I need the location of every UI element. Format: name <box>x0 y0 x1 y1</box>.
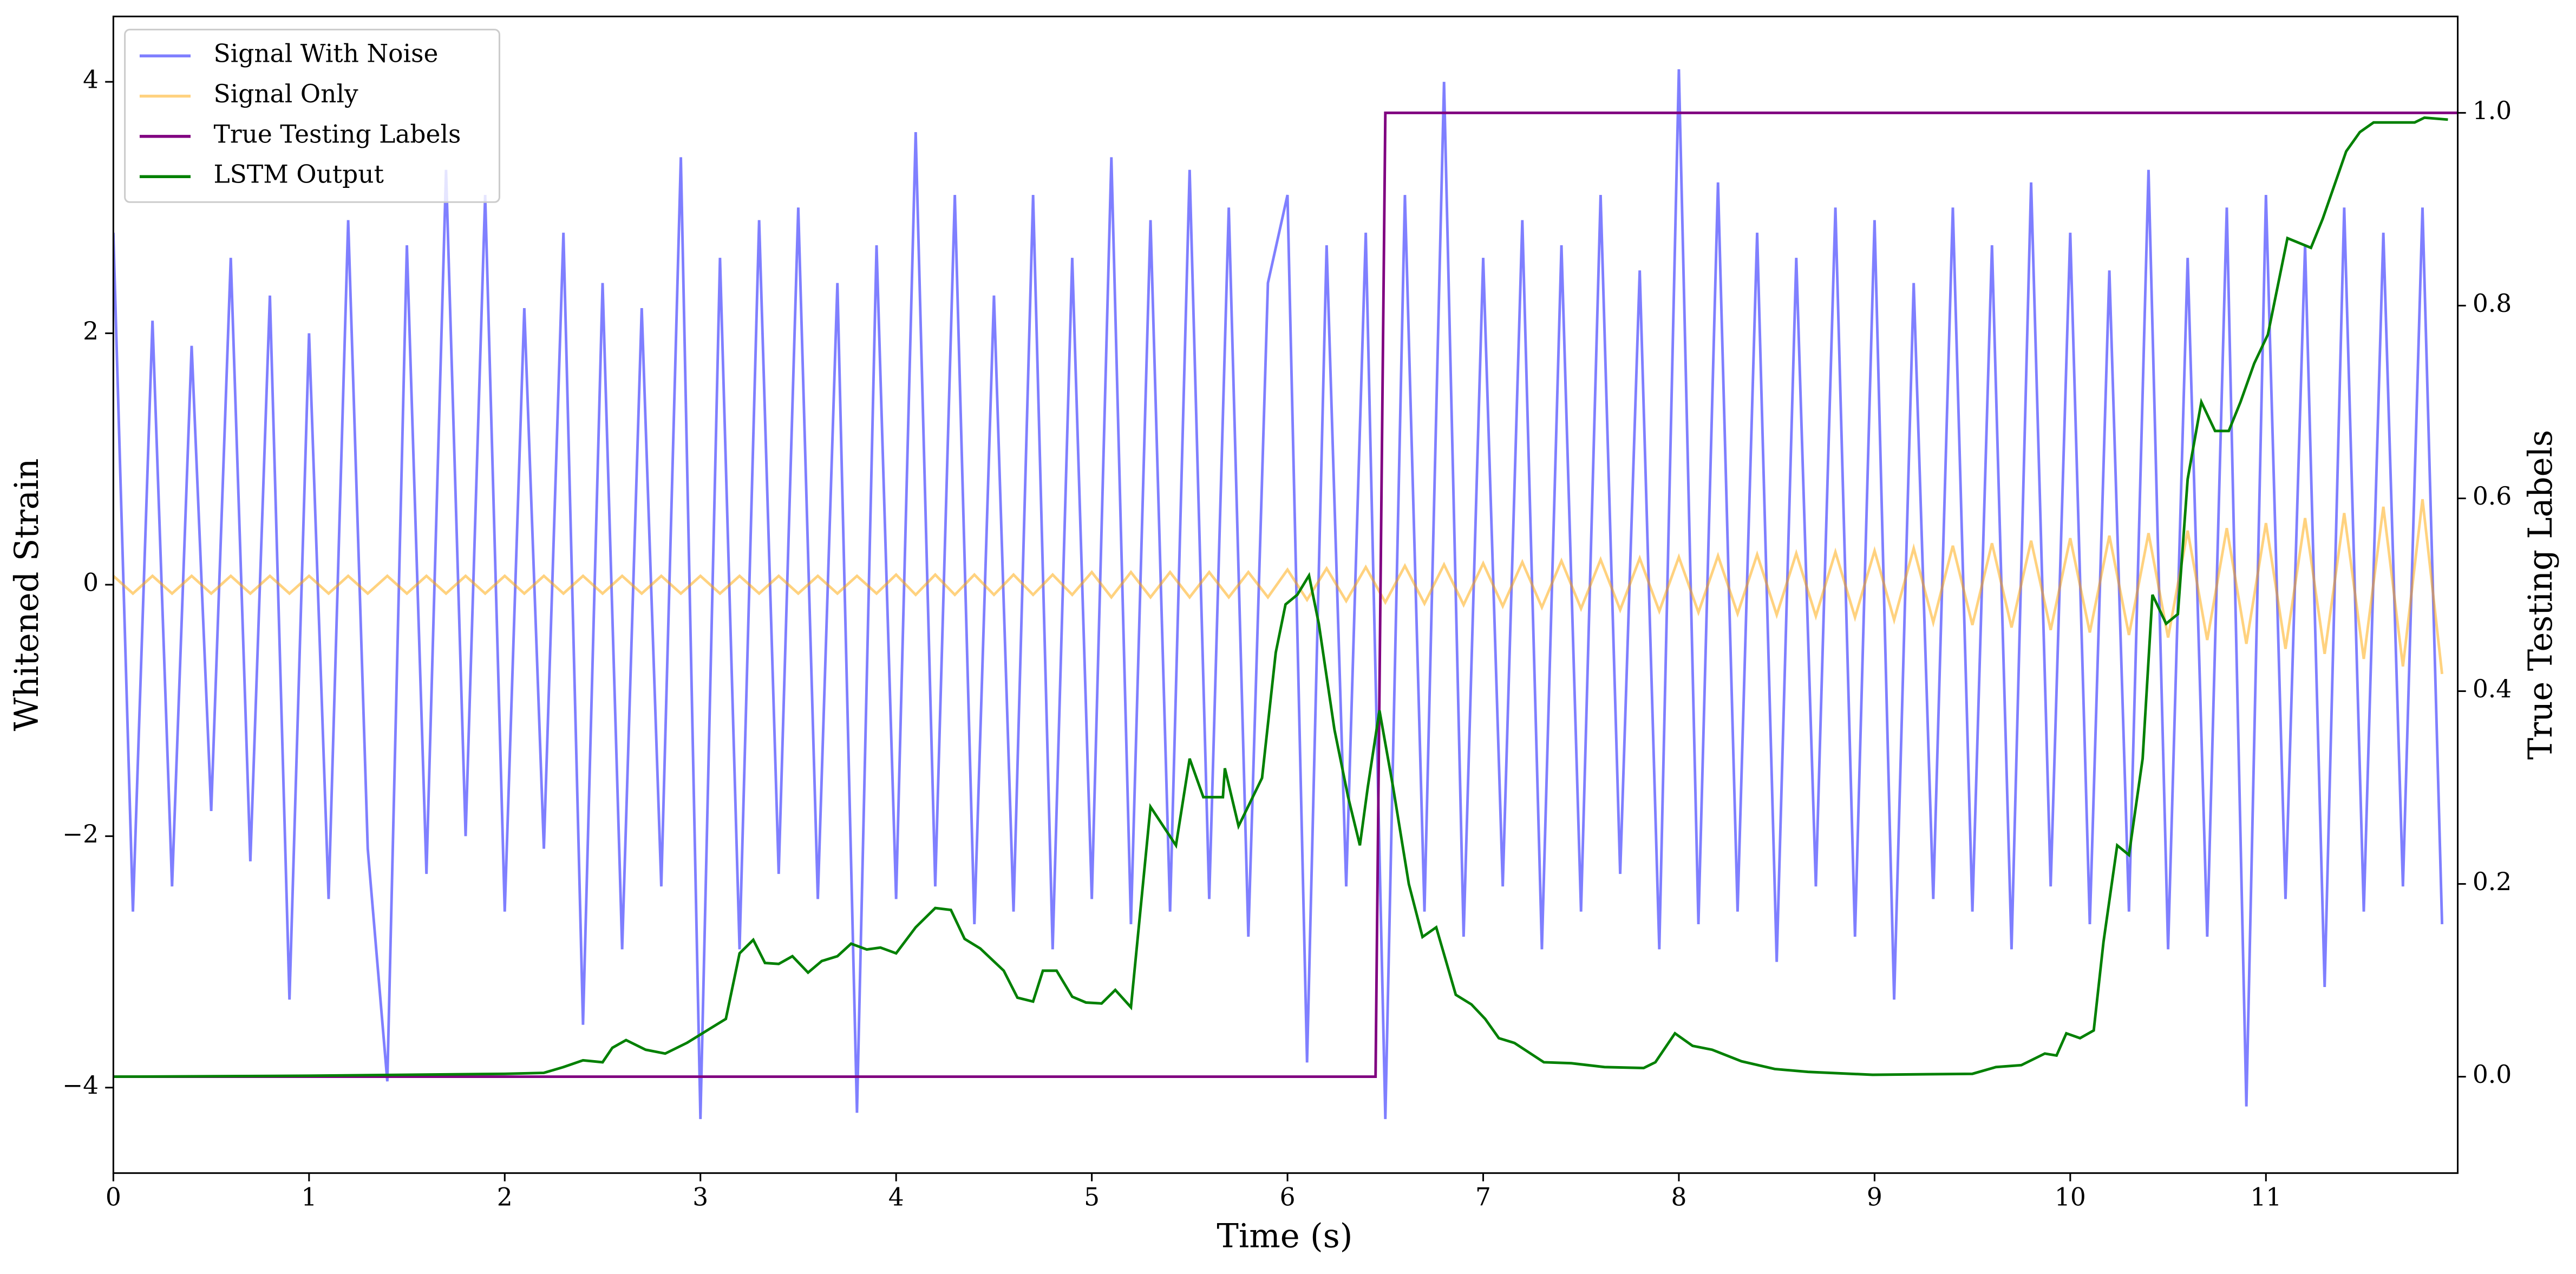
legend-label: Signal Only <box>213 80 358 108</box>
legend-label: Signal With Noise <box>213 40 438 68</box>
legend-box <box>124 29 500 203</box>
x-tick-label: 4 <box>888 1183 904 1212</box>
x-axis-label: Time (s) <box>1217 1218 1352 1256</box>
x-tick-label: 6 <box>1280 1183 1296 1212</box>
series-line <box>113 499 2444 675</box>
y-tick-label: −4 <box>62 1071 99 1100</box>
series-line <box>113 69 2444 1119</box>
plot-frame <box>112 15 2459 1174</box>
x-tick-label: 0 <box>106 1183 121 1212</box>
x-tick-label: 2 <box>497 1183 513 1212</box>
x-tick-label: 7 <box>1475 1183 1491 1212</box>
y2-tick-label: 0.6 <box>2473 482 2512 511</box>
x-tick-label: 5 <box>1084 1183 1100 1212</box>
y2-tick-label: 0.2 <box>2473 867 2512 896</box>
y2-tick-label: 1.0 <box>2473 96 2512 125</box>
x-tick-label: 9 <box>1867 1183 1882 1212</box>
x-tick-label: 10 <box>2055 1183 2086 1212</box>
x-tick-label: 3 <box>692 1183 708 1212</box>
y2-axis-label: True Testing Labels <box>2522 430 2560 760</box>
x-tick-label: 8 <box>1671 1183 1686 1212</box>
y2-tick-label: 0.4 <box>2473 675 2512 703</box>
legend: Signal With Noise Signal Only True Testing… <box>124 29 500 203</box>
legend-label: True Testing Labels <box>213 120 461 148</box>
x-tick-label: 1 <box>301 1183 317 1212</box>
x-tick-label: 11 <box>2250 1183 2281 1212</box>
y2-tick-label: 0.0 <box>2473 1060 2512 1089</box>
series-line <box>113 111 2458 1079</box>
y-axis-label: Whitened Strain <box>8 459 46 731</box>
y-tick-label: 0 <box>83 568 99 597</box>
y-tick-label: −2 <box>62 820 99 848</box>
series-line <box>113 116 2448 1079</box>
y2-tick-label: 0.8 <box>2473 289 2512 318</box>
y-tick-label: 4 <box>83 66 99 94</box>
legend-label: LSTM Output <box>213 160 383 189</box>
y-tick-label: 2 <box>83 317 99 345</box>
